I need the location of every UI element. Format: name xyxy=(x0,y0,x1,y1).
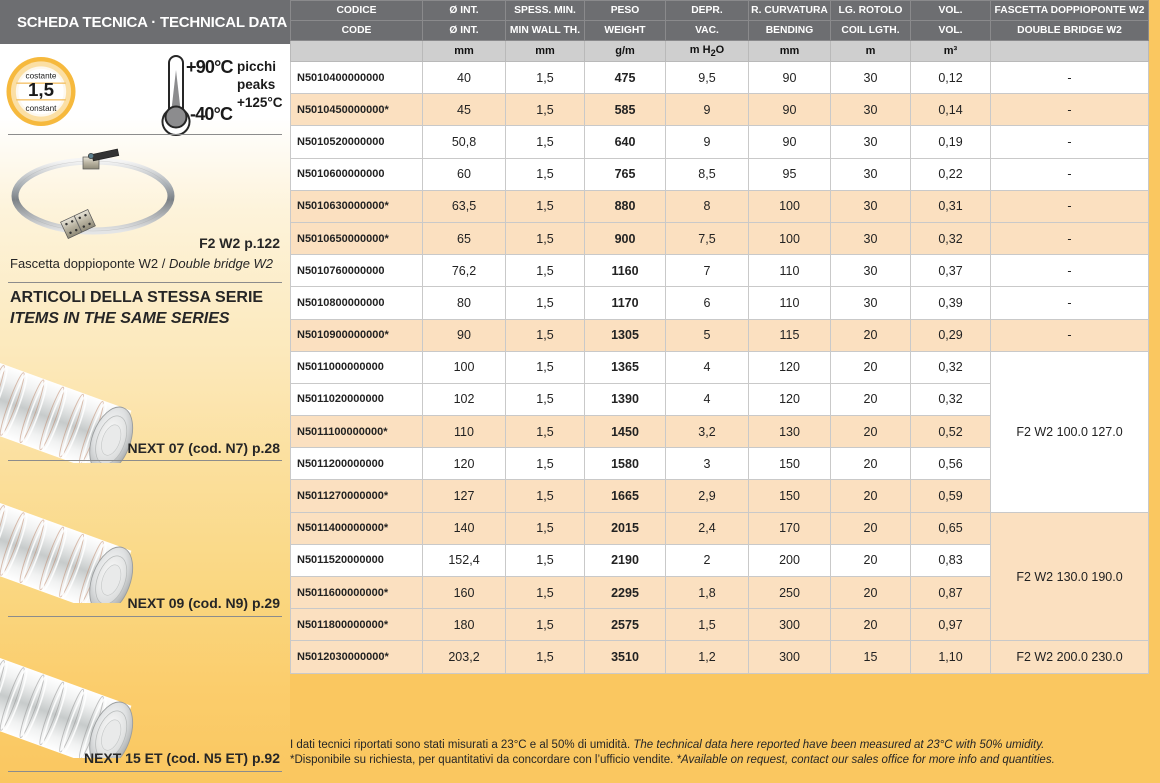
svg-text:1,5: 1,5 xyxy=(28,79,54,100)
svg-text:constant: constant xyxy=(26,104,58,113)
